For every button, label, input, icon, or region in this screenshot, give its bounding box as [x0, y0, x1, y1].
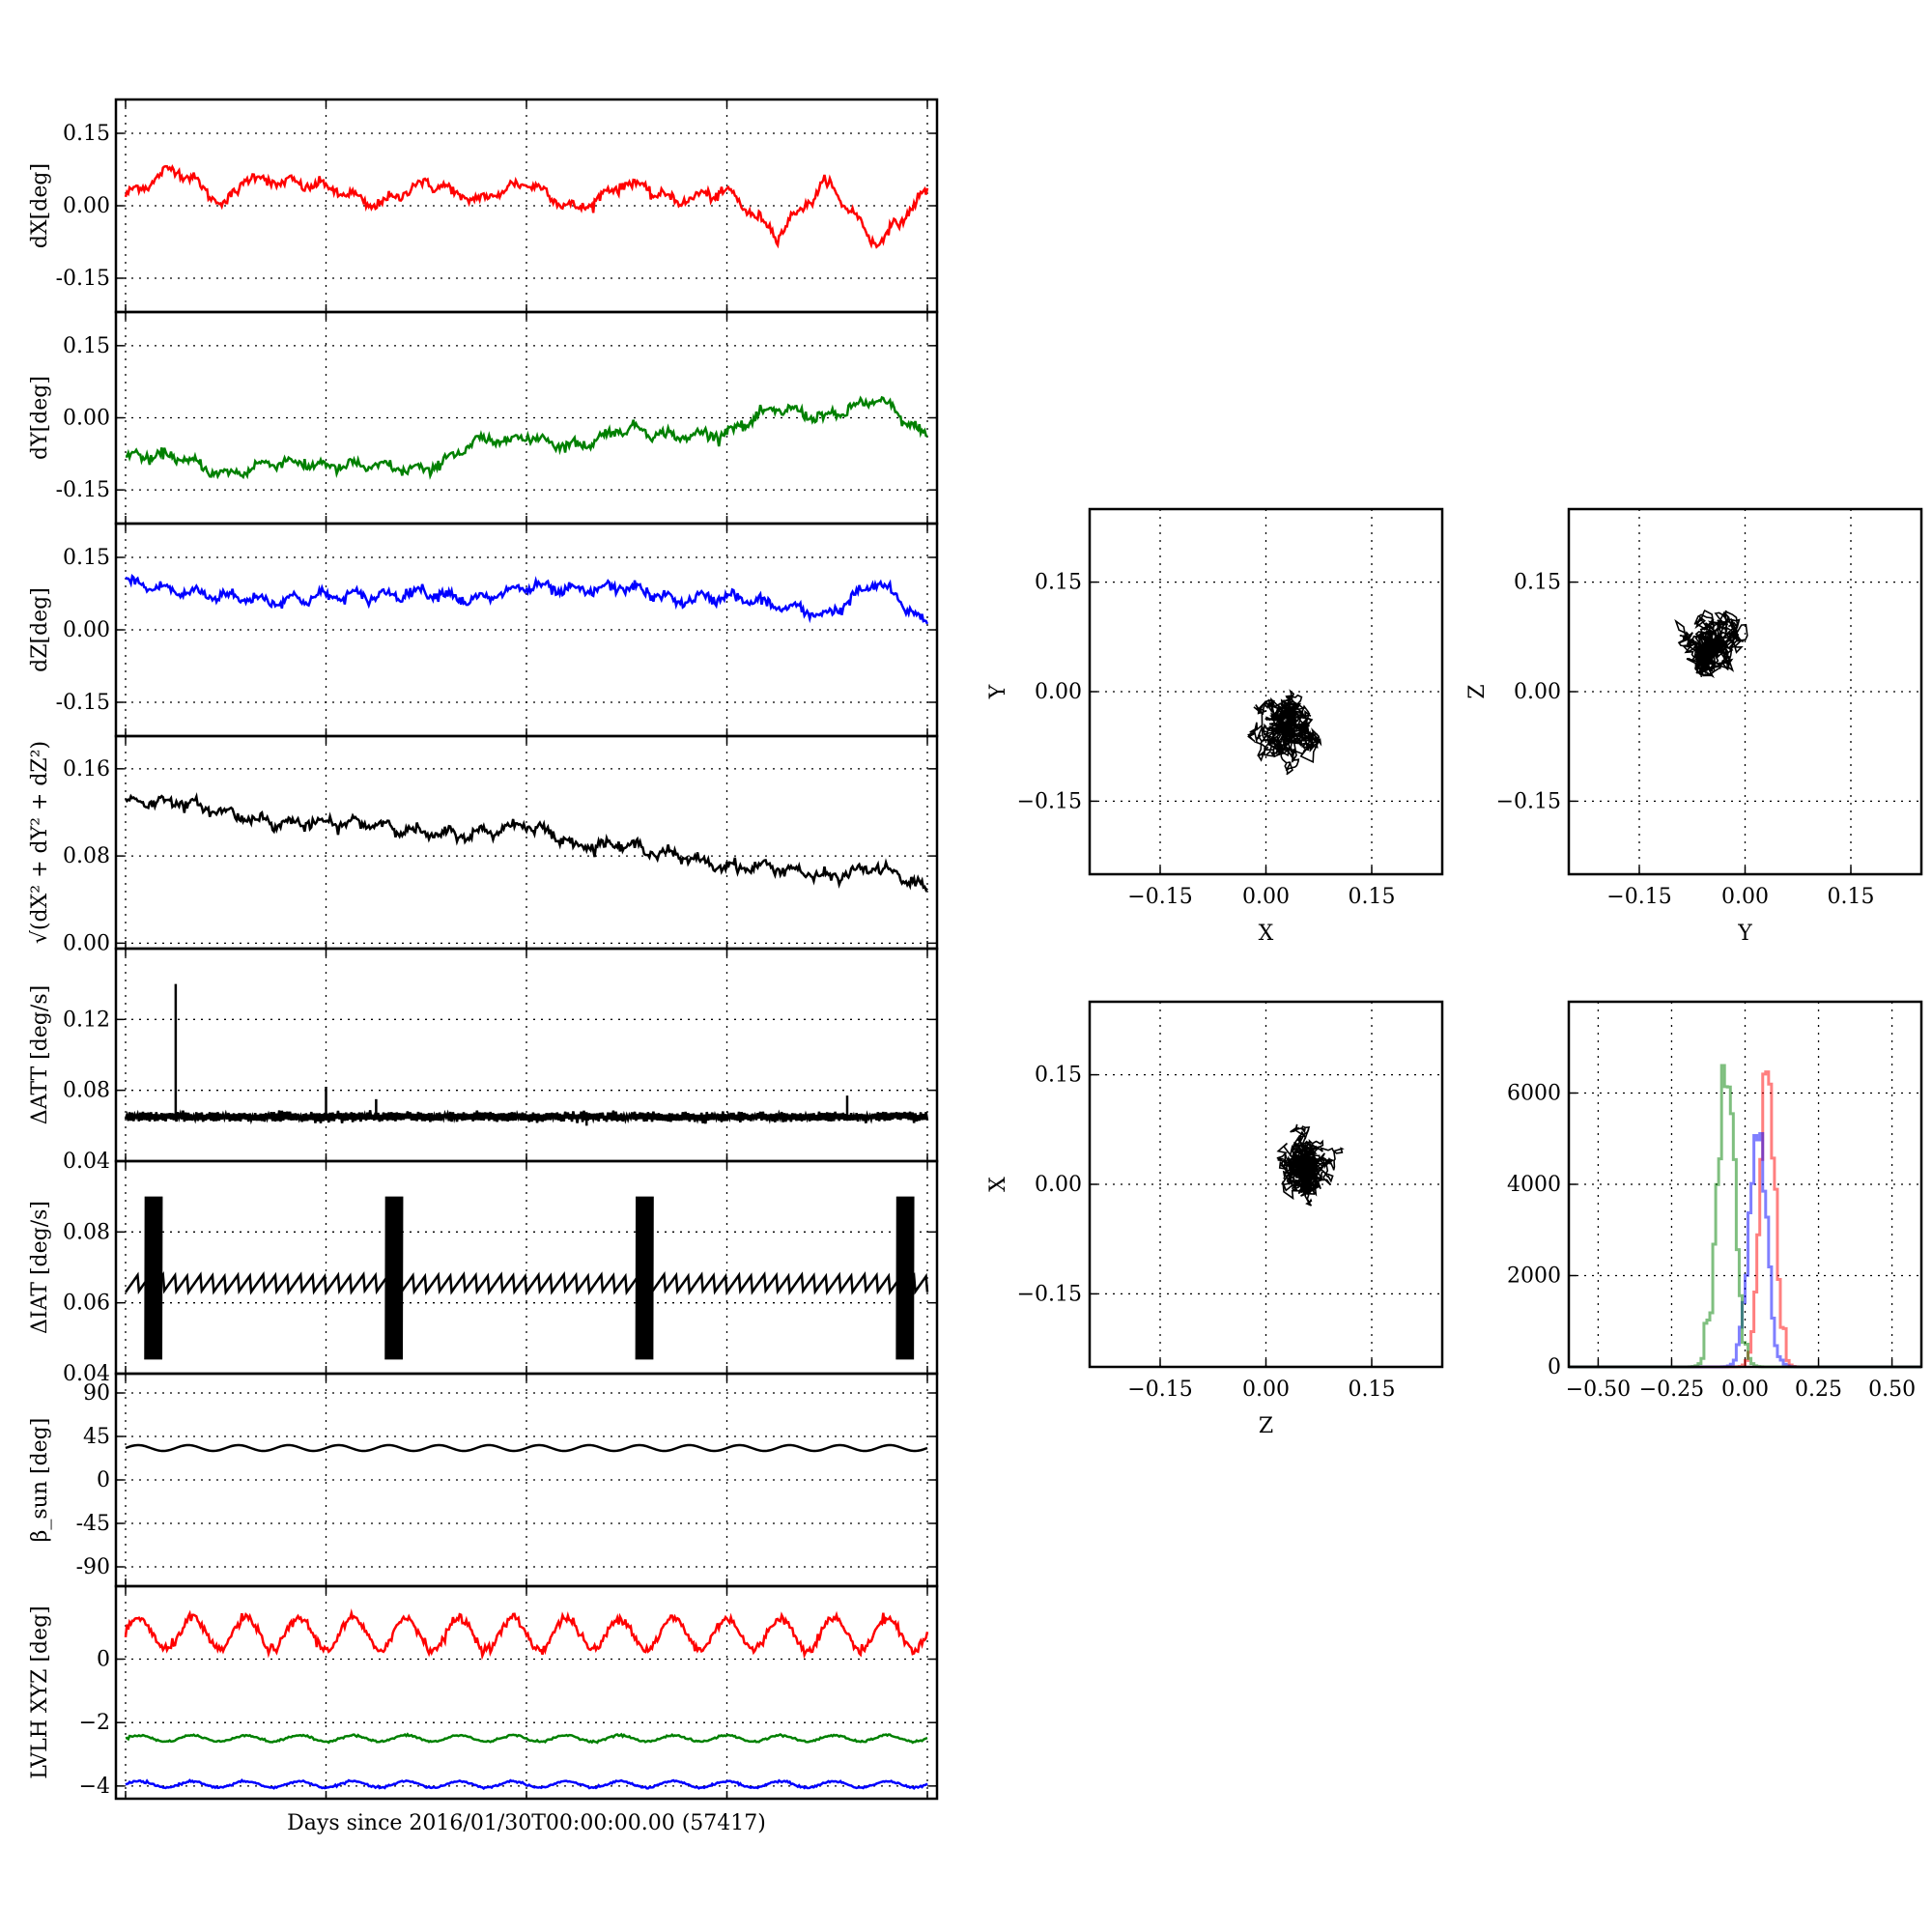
- y-tick-label: 0.04: [63, 1362, 110, 1386]
- y-tick-label: 0.08: [63, 1220, 110, 1244]
- series-line-dIAT: [124, 1271, 929, 1296]
- y-tick-label: -0.15: [56, 691, 110, 715]
- y-tick-label: 90: [83, 1381, 110, 1406]
- y-axis-label-X-Y: Y: [986, 684, 1010, 699]
- y-axis-label-Y-Z: Z: [1465, 684, 1490, 698]
- panel-frame-LVLH: [114, 1584, 939, 1801]
- y-tick-label: 0.04: [63, 1150, 110, 1174]
- x-tick-label: 0.15: [1828, 885, 1875, 909]
- x-axis-label-X-Y: X: [1259, 922, 1274, 946]
- series-line-lvlh-2: [125, 1778, 928, 1791]
- y-tick-label: -0.15: [56, 267, 110, 291]
- series-line-dR: [124, 791, 928, 893]
- x-tick-label: −0.15: [1606, 885, 1671, 909]
- burst-mark: [144, 1196, 163, 1360]
- panel-frame-X-Y: [1088, 507, 1444, 876]
- y-tick-label: 0.15: [63, 546, 110, 570]
- y-tick-label: -90: [76, 1555, 110, 1579]
- y-axis-label-dR: √(dX² + dY² + dZ²): [28, 741, 52, 944]
- y-axis-label-dX: dX[deg]: [28, 163, 52, 248]
- x-axis-label-Z-X: Z: [1259, 1414, 1273, 1438]
- y-tick-label: 0.00: [63, 618, 110, 642]
- x-tick-label: 0.50: [1868, 1378, 1916, 1402]
- burst-mark: [635, 1196, 654, 1360]
- series-line-dATT: [124, 1109, 929, 1125]
- burst-mark: [895, 1196, 915, 1360]
- scatter-trace-Y-Z: [1674, 610, 1748, 679]
- y-axis-label-Z-X: X: [986, 1177, 1010, 1192]
- y-axis-label-dZ: dZ[deg]: [28, 587, 52, 672]
- y-tick-label: 0.00: [63, 194, 110, 218]
- y-tick-label: -45: [76, 1512, 110, 1536]
- x-tick-label: −0.15: [1127, 1378, 1192, 1402]
- y-tick-label: 0.00: [1035, 680, 1082, 704]
- x-axis-label-Y-Z: Y: [1737, 922, 1752, 946]
- series-line-dY: [125, 395, 928, 480]
- y-tick-label: 45: [83, 1425, 110, 1449]
- y-tick-label: 0.15: [1035, 571, 1082, 595]
- series-line-lvlh-0: [124, 1607, 929, 1661]
- y-tick-label: 0.15: [63, 122, 110, 146]
- y-tick-label: −2: [79, 1711, 110, 1735]
- x-tick-label: 0.00: [1721, 885, 1769, 909]
- y-tick-label: 0.06: [63, 1292, 110, 1316]
- x-tick-label: 0.15: [1349, 885, 1396, 909]
- y-tick-label: 0.15: [1035, 1064, 1082, 1088]
- x-tick-label: 0.15: [1349, 1378, 1396, 1402]
- x-tick-label: −0.50: [1566, 1378, 1631, 1402]
- y-tick-label: 0.00: [1514, 680, 1561, 704]
- y-tick-label: 0.08: [63, 844, 110, 868]
- y-tick-label: 4000: [1507, 1173, 1561, 1197]
- y-tick-label: 0.08: [63, 1079, 110, 1103]
- y-tick-label: 0: [97, 1468, 110, 1492]
- y-tick-label: 0.00: [63, 931, 110, 955]
- y-tick-label: −0.15: [1017, 789, 1082, 813]
- y-tick-label: 0.00: [1035, 1173, 1082, 1197]
- series-line-beta-sun: [125, 1443, 928, 1453]
- y-axis-label-dATT: ΔATT [deg/s]: [28, 985, 52, 1124]
- series-line-lvlh-1: [125, 1732, 928, 1745]
- x-tick-label: 0.25: [1795, 1378, 1842, 1402]
- y-tick-label: −4: [79, 1775, 110, 1799]
- y-tick-label: 0.15: [63, 334, 110, 358]
- x-tick-label: 0.00: [1242, 1378, 1290, 1402]
- burst-mark: [384, 1196, 404, 1360]
- scatter-trace-X-Y: [1247, 689, 1322, 776]
- panel-frame-Y-Z: [1567, 507, 1923, 876]
- y-tick-label: 0: [1548, 1355, 1561, 1379]
- x-tick-label: −0.25: [1639, 1378, 1704, 1402]
- x-tick-label: −0.15: [1127, 885, 1192, 909]
- y-tick-label: 0.00: [63, 407, 110, 431]
- y-tick-label: 0.16: [63, 757, 110, 781]
- series-line-dX: [124, 163, 929, 249]
- x-tick-label: 0.00: [1242, 885, 1290, 909]
- y-axis-label-dY: dY[deg]: [28, 376, 52, 460]
- scatter-trace-Z-X: [1276, 1123, 1345, 1207]
- figure-x-axis-label: Days since 2016/01/30T00:00:00.00 (57417…: [287, 1811, 766, 1835]
- y-axis-label-beta_sun: β_sun [deg]: [28, 1418, 52, 1543]
- x-tick-label: 0.00: [1721, 1378, 1769, 1402]
- y-axis-label-LVLH: LVLH XYZ [deg]: [28, 1605, 52, 1779]
- y-tick-label: 0.12: [63, 1008, 110, 1032]
- panel-frame-Z-X: [1088, 1000, 1444, 1369]
- y-tick-label: -0.15: [56, 478, 110, 502]
- y-axis-label-dIAT: ΔIAT [deg/s]: [28, 1201, 52, 1334]
- y-tick-label: −0.15: [1496, 789, 1561, 813]
- y-tick-label: 2000: [1507, 1264, 1561, 1289]
- y-tick-label: −0.15: [1017, 1282, 1082, 1306]
- panel-frame-histogram: [1567, 1000, 1923, 1369]
- y-tick-label: 0: [97, 1648, 110, 1672]
- y-tick-label: 0.15: [1514, 571, 1561, 595]
- y-tick-label: 6000: [1507, 1082, 1561, 1106]
- series-line-dZ: [125, 573, 929, 625]
